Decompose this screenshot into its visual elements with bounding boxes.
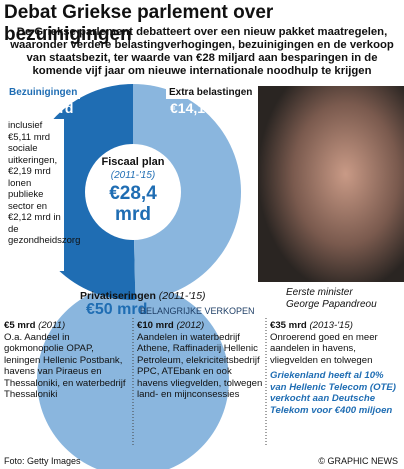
- privatisation-subtitle: BELANGRIJKE VERKOPEN: [140, 306, 255, 316]
- donut-hole: [85, 144, 181, 240]
- period: (2011): [38, 320, 66, 331]
- segment-label: Bezuinigingen: [6, 86, 81, 99]
- label: Privatiseringen: [80, 290, 156, 302]
- value-label: €14,3 mrd: [8, 100, 74, 116]
- chart-title: Fiscaal plan: [101, 156, 165, 168]
- privatisation-circle: [37, 284, 229, 469]
- column: €10 mrd (2012) Aandelen in waterbedrijf A…: [137, 320, 264, 401]
- detail: inclusief €5,11 mrd sociale uitkeringen,…: [6, 119, 80, 271]
- value-label: €14,1 mrd: [170, 100, 236, 116]
- period: (2011-'15): [158, 290, 206, 302]
- amount: €35 mrd: [270, 320, 307, 331]
- donut-segment: [133, 84, 241, 300]
- column-text: Onroerend goed en meer aandelen in haven…: [270, 331, 378, 366]
- chart-subtitle: (2011-'15): [110, 170, 156, 181]
- copyright: © GRAPHIC NEWS: [318, 456, 398, 466]
- column-note: Griekenland heeft al 10% van Hellenic Te…: [270, 370, 396, 416]
- column-head: €10 mrd (2012): [137, 320, 264, 332]
- credit: Foto: Getty Images: [4, 456, 81, 466]
- photo: [258, 86, 404, 282]
- total: €28,4 mrd: [109, 183, 157, 225]
- segment-label: Extra belastingen: [166, 86, 256, 99]
- amount: €10 mrd: [137, 320, 174, 331]
- caption-title: Eerste minister: [286, 287, 353, 298]
- column-head: €5 mrd (2011): [4, 320, 131, 332]
- column-text: O.a. Aandeel in gokmonopolie OPAP, lenin…: [4, 331, 126, 401]
- privatisation-title: Privatiseringen (2011-'15): [80, 290, 206, 302]
- column-text: Aandelen in waterbedrijf Athene, Raffina…: [137, 331, 263, 401]
- column: €35 mrd (2013-'15) Onroerend goed en meer…: [270, 320, 397, 416]
- lead: De Griekse parlement debatteert over een…: [10, 26, 394, 77]
- column: €5 mrd (2011) O.a. Aandeel in gokmonopoli…: [4, 320, 131, 401]
- column-head: €35 mrd (2013-'15): [270, 320, 397, 332]
- privatisation-amount: €50 mrd: [86, 301, 148, 318]
- period: (2013-'15): [309, 320, 353, 331]
- amount: €5 mrd: [4, 320, 36, 331]
- period: (2012): [176, 320, 205, 331]
- caption-name: George Papandreou: [286, 299, 377, 310]
- title: Debat Griekse parlement over bezuiniging…: [4, 2, 274, 45]
